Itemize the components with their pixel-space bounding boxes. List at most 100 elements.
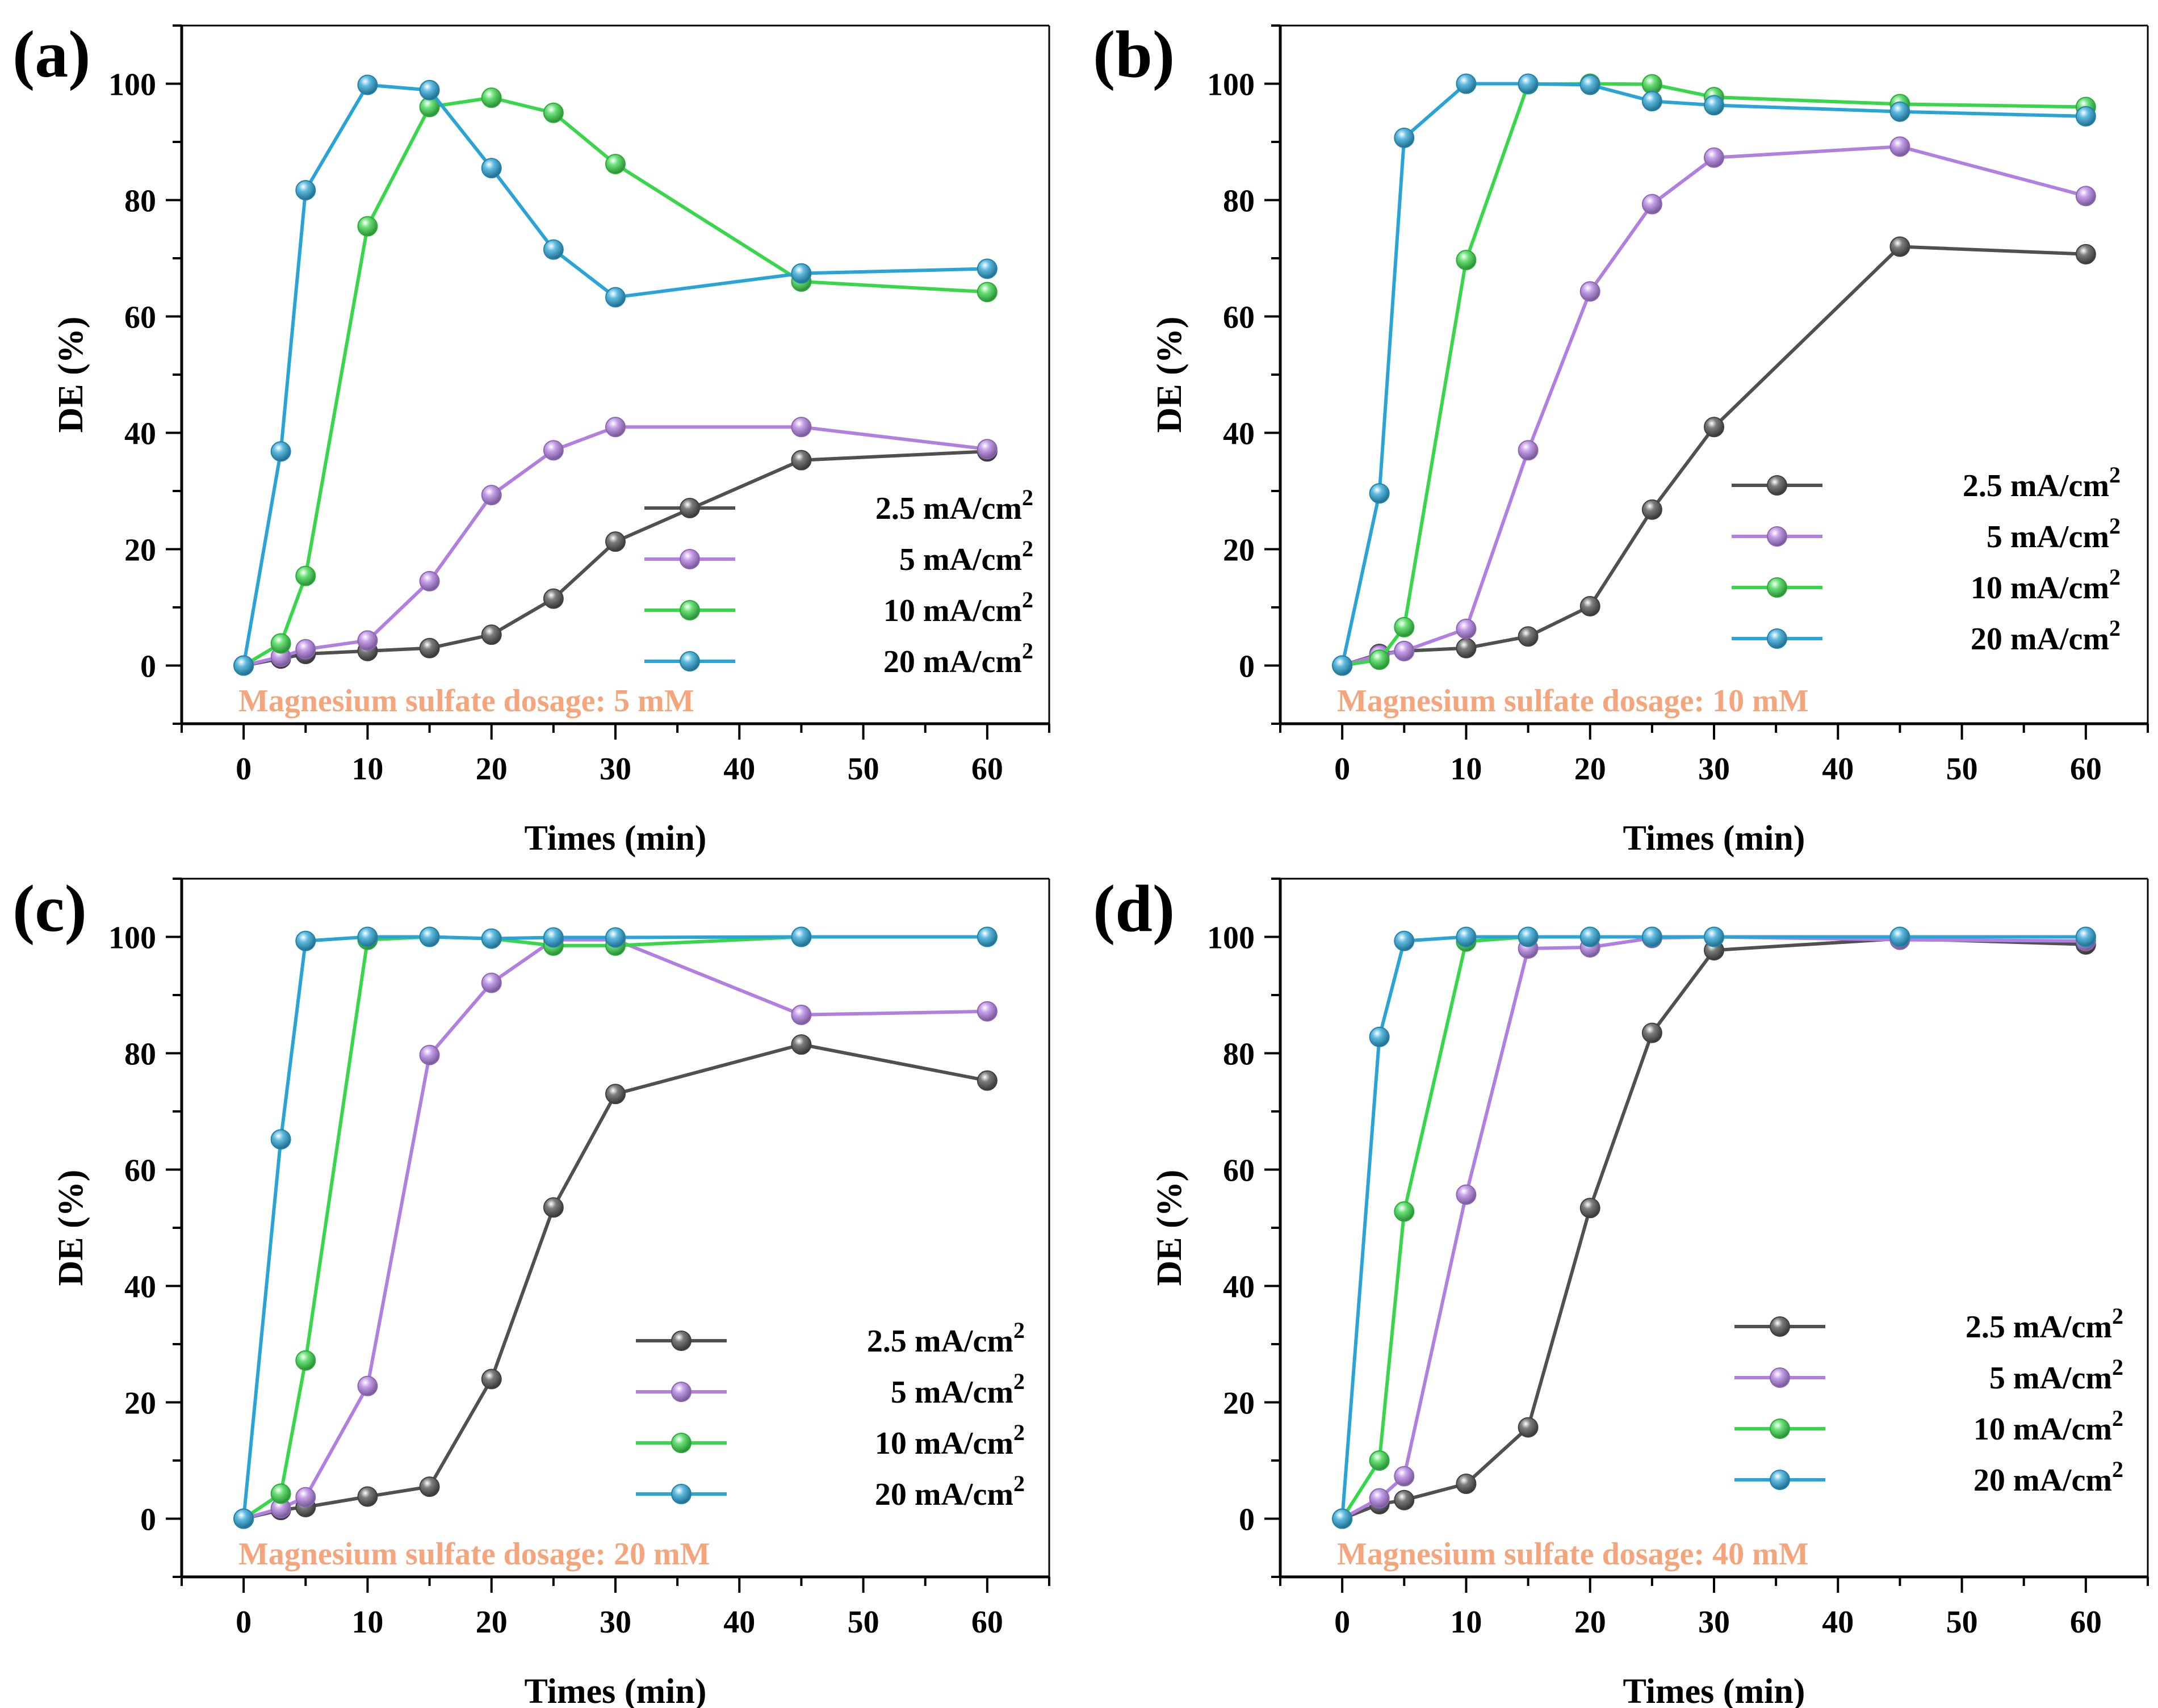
data-point [1641, 499, 1662, 520]
data-point [1456, 1474, 1477, 1494]
data-point [1641, 926, 1662, 947]
data-point [1332, 655, 1353, 676]
x-axis-title: Times (min) [1623, 819, 1805, 858]
data-point [1456, 618, 1477, 639]
data-point [233, 1508, 254, 1529]
legend-label: 10 mA/cm2 [883, 587, 1033, 628]
data-point [1518, 1417, 1539, 1438]
data-point [1579, 926, 1600, 947]
series-line [242, 935, 987, 1519]
data-point [357, 216, 378, 237]
y-tick-label: 80 [1223, 1037, 1255, 1072]
series-4 [1332, 73, 2096, 676]
data-point [2075, 926, 2096, 947]
data-point [1394, 1201, 1415, 1222]
data-point [1369, 1450, 1390, 1471]
legend-marker [1770, 1367, 1790, 1388]
legend-marker [1767, 526, 1787, 547]
data-point [1456, 926, 1477, 947]
x-tick-label: 60 [971, 1605, 1003, 1640]
legend-marker [1767, 628, 1787, 649]
series-line [242, 83, 987, 666]
x-tick-label: 0 [1334, 1605, 1350, 1640]
y-tick-label: 0 [140, 649, 156, 685]
data-point [977, 1001, 998, 1022]
data-point [1394, 616, 1415, 637]
data-point [295, 1487, 316, 1508]
x-tick-label: 0 [236, 1605, 252, 1640]
series-line [243, 425, 988, 668]
data-point [1456, 637, 1477, 658]
legend: 2.5 mA/cm2 5 mA/cm2 10 mA/cm2 20 mA/cm2 [644, 485, 1033, 679]
data-point [1889, 236, 1910, 257]
x-tick-label: 10 [351, 1605, 383, 1640]
data-point [419, 79, 440, 100]
x-tick-label: 60 [2070, 752, 2102, 787]
y-tick-label: 80 [1223, 184, 1255, 219]
data-point [270, 441, 291, 462]
legend-marker [1770, 1419, 1790, 1439]
chart-panel-a: 0 10 20 30 40 50 60 0 20 40 60 80 100 Times (min) DE (… [12, 17, 1050, 858]
data-point [2075, 186, 2096, 207]
y-axis-title: DE (%) [52, 1170, 90, 1286]
data-point [481, 1369, 502, 1390]
data-point [1369, 1488, 1390, 1509]
legend: 2.5 mA/cm2 5 mA/cm2 10 mA/cm2 20 mA/cm2 [1732, 462, 2121, 657]
series-2 [233, 417, 998, 676]
series-1 [1332, 236, 2096, 676]
data-point [543, 440, 564, 461]
series-line [243, 1043, 988, 1521]
y-tick-label: 20 [124, 533, 156, 568]
data-point [543, 588, 564, 609]
dosage-annotation: Magnesium sulfate dosage: 40 mM [1337, 1537, 1809, 1572]
y-tick-label: 20 [1223, 1386, 1255, 1421]
data-point [791, 450, 812, 471]
x-axis-title: Times (min) [525, 1672, 707, 1708]
legend-label: 2.5 mA/cm2 [1963, 462, 2121, 503]
legend-marker [680, 600, 700, 620]
series-line [1342, 937, 2086, 1521]
data-point [1641, 194, 1662, 215]
data-point [1889, 926, 1910, 947]
legend-marker [680, 651, 700, 672]
y-tick-label: 60 [1223, 1153, 1255, 1189]
data-point [543, 239, 564, 260]
legend-marker [1767, 475, 1787, 496]
data-point [605, 287, 626, 308]
y-tick-label: 0 [140, 1503, 156, 1538]
data-point [1456, 1184, 1477, 1205]
data-point [481, 624, 502, 645]
data-point [1579, 595, 1600, 616]
series-line [1340, 82, 2086, 666]
y-tick-label: 40 [124, 417, 156, 452]
legend-label: 5 mA/cm2 [891, 1369, 1025, 1410]
legend-label: 5 mA/cm2 [899, 536, 1033, 577]
data-point [1579, 1198, 1600, 1219]
data-point [543, 1197, 564, 1218]
data-point [791, 1034, 812, 1055]
chart-panel-b: 0 10 20 30 40 50 60 0 20 40 60 80 100 Times (min) DE (… [1093, 17, 2149, 858]
data-point [481, 87, 502, 108]
legend-label: 2.5 mA/cm2 [875, 485, 1033, 526]
y-tick-label: 100 [108, 921, 156, 956]
data-point [605, 417, 626, 438]
data-point [1394, 1489, 1415, 1510]
legend-label: 20 mA/cm2 [1973, 1457, 2123, 1498]
y-tick-label: 40 [1223, 417, 1255, 452]
data-point [1518, 73, 1539, 94]
data-point [357, 630, 378, 651]
data-point [1456, 250, 1477, 271]
panel-label: (a) [12, 17, 91, 91]
data-point [791, 1004, 812, 1025]
data-point [1332, 1508, 1353, 1529]
chart-panel-d: 0 10 20 30 40 50 60 0 20 40 60 80 100 Times (min) DE (… [1093, 871, 2149, 1708]
legend-marker [680, 498, 700, 518]
data-point [1518, 626, 1539, 647]
data-point [357, 1375, 378, 1396]
x-tick-label: 20 [476, 1605, 508, 1640]
legend: 2.5 mA/cm2 5 mA/cm2 10 mA/cm2 20 mA/cm2 [1734, 1303, 2123, 1498]
legend-marker [671, 1433, 692, 1453]
legend-marker [671, 1382, 692, 1402]
data-point [605, 1084, 626, 1105]
data-point [419, 926, 440, 947]
